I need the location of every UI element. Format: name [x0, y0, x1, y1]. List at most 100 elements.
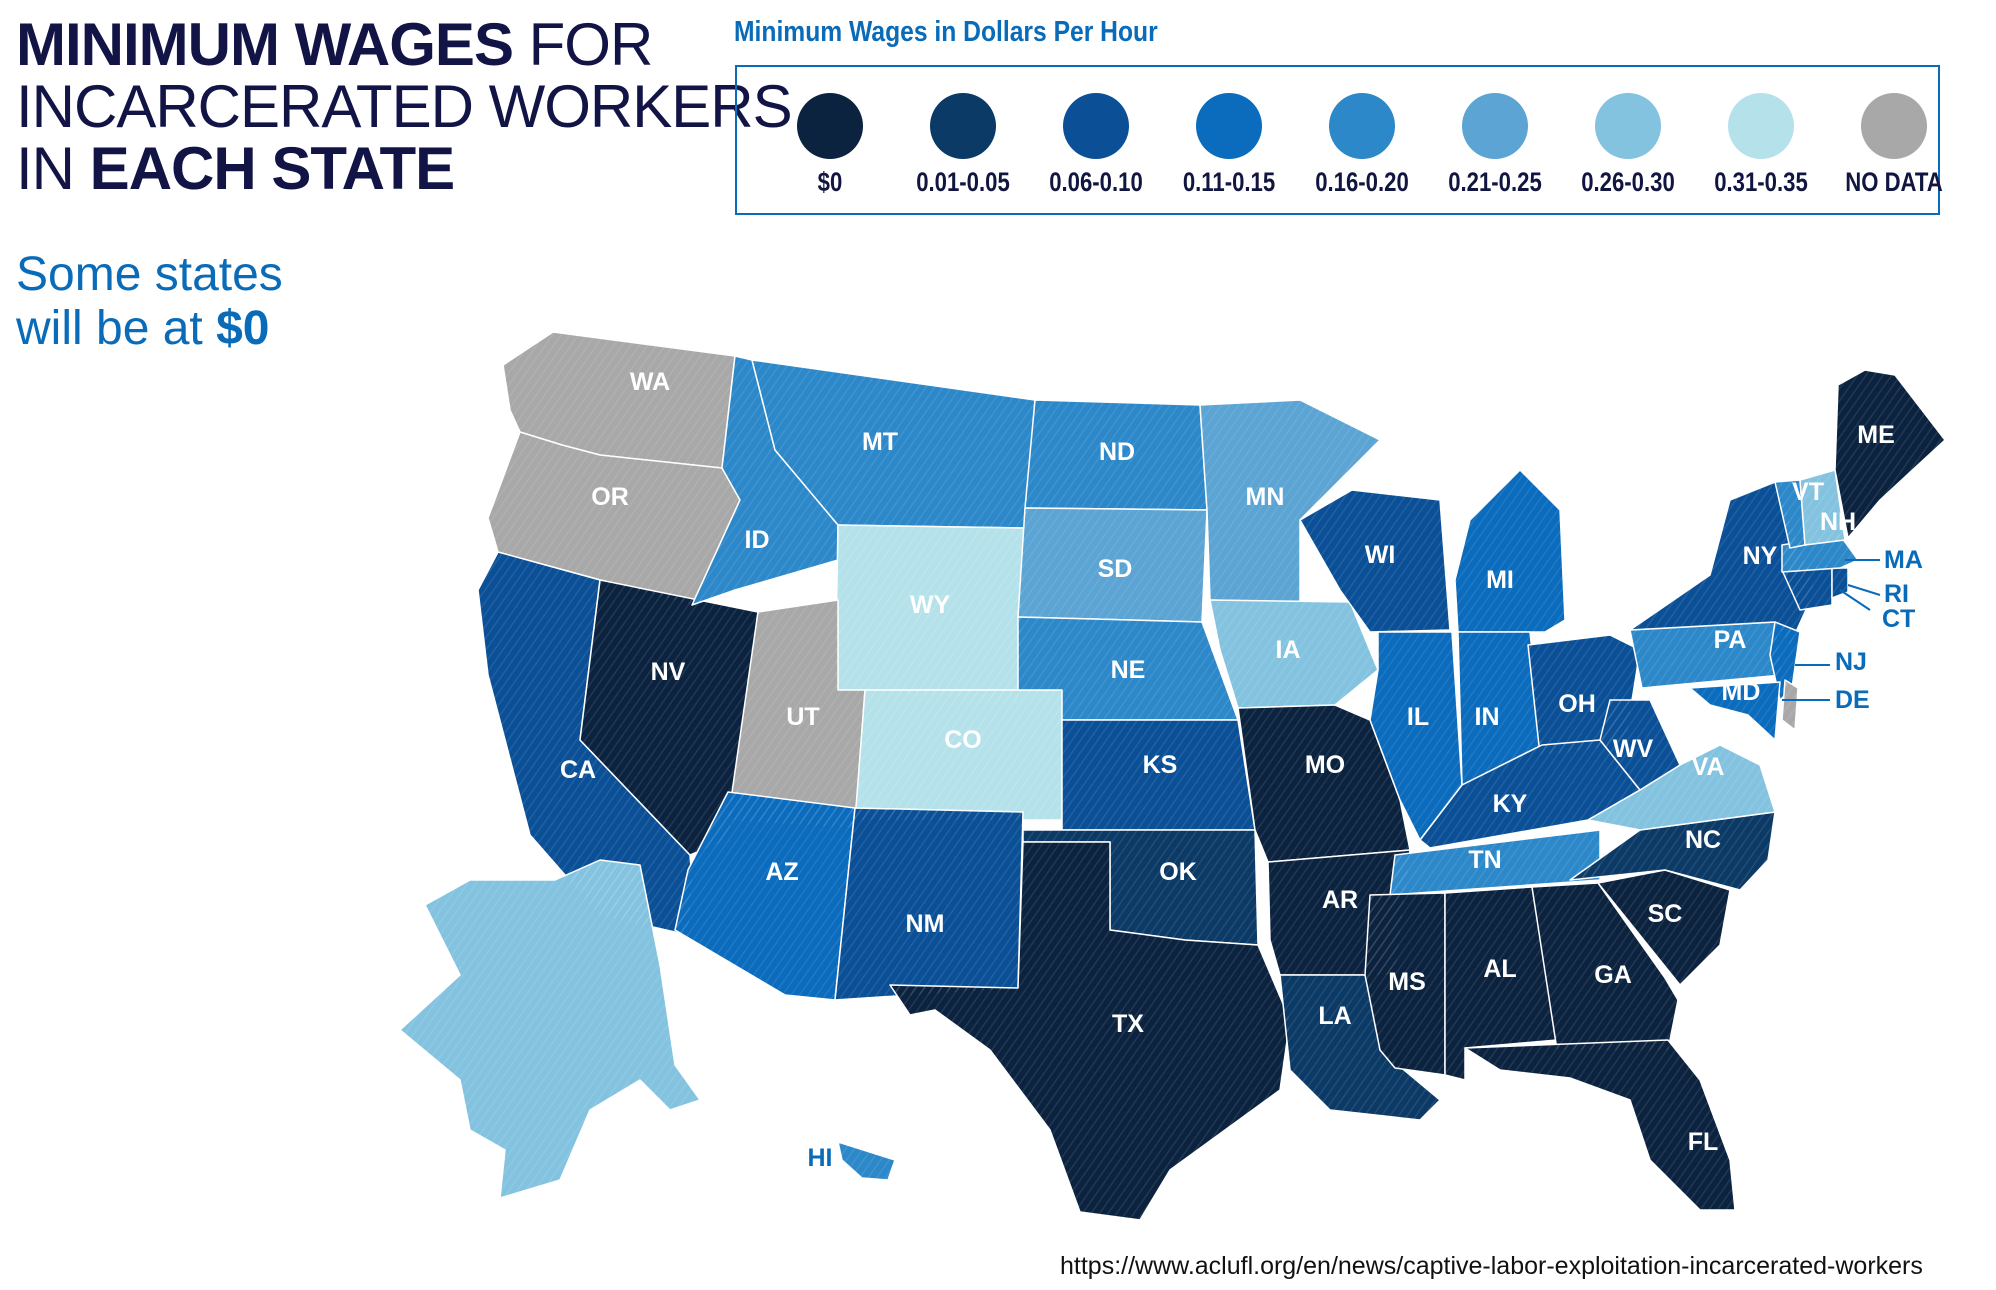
- state-label-id: ID: [745, 526, 770, 554]
- state-texture-il: [1370, 632, 1462, 840]
- state-label-ak: AK: [362, 975, 398, 1003]
- legend-label-2: 0.06-0.10: [1049, 167, 1143, 197]
- state-texture-wv: [1600, 700, 1680, 790]
- state-label-ky: KY: [1493, 790, 1528, 818]
- state-texture-ct: [1782, 565, 1832, 610]
- state-texture-wy: [835, 525, 1025, 700]
- state-label-wy: WY: [910, 591, 951, 619]
- state-texture-ky: [1420, 740, 1640, 848]
- state-texture-nm: [835, 808, 1023, 1000]
- state-label-nv: NV: [651, 658, 686, 686]
- state-label-ct: CT: [1882, 605, 1915, 633]
- state-label-la: LA: [1318, 1002, 1351, 1030]
- state-label-ri: RI: [1884, 580, 1909, 608]
- state-label-co: CO: [944, 726, 982, 754]
- state-texture-hi: [838, 1142, 895, 1180]
- state-label-nh: NH: [1820, 508, 1856, 536]
- state-texture-ak: [400, 860, 700, 1198]
- legend-swatch-2: [1063, 93, 1129, 159]
- state-label-hi: HI: [808, 1144, 833, 1172]
- state-texture-va: [1588, 745, 1775, 830]
- subtitle-bold-2: $0: [216, 302, 270, 355]
- state-texture-id: [692, 356, 838, 605]
- state-label-ny: NY: [1743, 542, 1778, 570]
- subtitle-line-1: Some states: [16, 248, 283, 301]
- state-label-il: IL: [1407, 703, 1429, 731]
- state-texture-md: [1690, 682, 1780, 740]
- state-texture-ny: [1630, 482, 1815, 645]
- legend-swatch-3: [1196, 93, 1262, 159]
- state-texture-tn: [1390, 830, 1600, 895]
- state-label-tx: TX: [1112, 1010, 1144, 1038]
- state-label-nj: NJ: [1835, 648, 1867, 676]
- state-label-mo: MO: [1305, 751, 1345, 779]
- map-title: MINIMUM WAGES FOR INCARCERATED WORKERS I…: [16, 11, 793, 202]
- state-label-ga: GA: [1594, 961, 1632, 989]
- state-label-mt: MT: [862, 428, 898, 456]
- legend-title: Minimum Wages in Dollars Per Hour: [734, 16, 1158, 48]
- state-texture-de: [1782, 680, 1798, 730]
- state-texture-ut: [728, 600, 865, 828]
- state-label-wi: WI: [1365, 541, 1396, 569]
- title-rest-1: FOR: [512, 11, 654, 78]
- subtitle-pre-2: will be at: [16, 302, 217, 355]
- state-label-wa: WA: [630, 368, 670, 396]
- state-texture-fl: [1465, 1040, 1735, 1210]
- legend-label-3: 0.11-0.15: [1182, 167, 1276, 197]
- state-texture-nh: [1800, 470, 1845, 545]
- state-texture-ok: [1023, 830, 1258, 945]
- state-label-ut: UT: [786, 703, 819, 731]
- state-texture-ms: [1365, 893, 1445, 1075]
- state-texture-nc: [1570, 812, 1775, 890]
- state-texture-ia: [1210, 600, 1378, 708]
- state-label-ar: AR: [1322, 886, 1358, 914]
- source-url[interactable]: https://www.aclufl.org/en/news/captive-l…: [1060, 1252, 1923, 1280]
- state-label-ok: OK: [1159, 858, 1197, 886]
- state-texture-mo: [1238, 705, 1410, 862]
- legend-swatch-0: [797, 93, 863, 159]
- state-texture-mi: [1455, 470, 1565, 632]
- state-texture-ri: [1832, 568, 1848, 598]
- state-texture-mn: [1200, 400, 1380, 602]
- state-texture-in: [1458, 632, 1542, 785]
- state-label-oh: OH: [1558, 690, 1596, 718]
- legend-label-4: 0.16-0.20: [1315, 167, 1409, 197]
- state-texture-ks: [1062, 720, 1255, 830]
- state-texture-tx: [890, 842, 1290, 1220]
- state-texture-sc: [1598, 870, 1730, 985]
- legend-label-0: $0: [817, 167, 843, 197]
- state-label-pa: PA: [1714, 626, 1747, 654]
- state-label-de: DE: [1835, 686, 1870, 714]
- state-label-ma: MA: [1884, 546, 1923, 574]
- state-label-or: OR: [591, 483, 629, 511]
- legend-swatch-7: [1728, 93, 1794, 159]
- legend-swatch-1: [930, 93, 996, 159]
- legend-swatch-6: [1595, 93, 1661, 159]
- legend-swatch-5: [1462, 93, 1528, 159]
- state-texture-nd: [1025, 400, 1207, 510]
- state-label-me: ME: [1857, 421, 1895, 449]
- state-texture-or: [488, 432, 740, 605]
- state-texture-az: [675, 792, 855, 1000]
- title-bold-1: MINIMUM WAGES: [16, 11, 514, 78]
- state-texture-ga: [1532, 883, 1678, 1050]
- state-texture-nj: [1770, 622, 1800, 700]
- title-line-2: INCARCERATED WORKERS: [16, 73, 793, 140]
- title-bold-3: EACH STATE: [89, 135, 455, 202]
- state-texture-mt: [752, 360, 1035, 528]
- state-label-nm: NM: [906, 910, 945, 938]
- state-label-va: VA: [1692, 753, 1725, 781]
- state-label-sd: SD: [1098, 555, 1133, 583]
- state-label-ne: NE: [1111, 656, 1146, 684]
- state-label-fl: FL: [1688, 1128, 1719, 1156]
- state-label-mi: MI: [1486, 566, 1514, 594]
- state-label-tn: TN: [1468, 846, 1501, 874]
- state-texture-co: [855, 690, 1062, 820]
- state-label-az: AZ: [765, 858, 798, 886]
- state-label-sc: SC: [1648, 900, 1683, 928]
- legend-label-7: 0.31-0.35: [1714, 167, 1808, 197]
- title-pre-3: IN: [16, 135, 90, 202]
- legend-label-5: 0.21-0.25: [1448, 167, 1542, 197]
- state-label-al: AL: [1483, 955, 1516, 983]
